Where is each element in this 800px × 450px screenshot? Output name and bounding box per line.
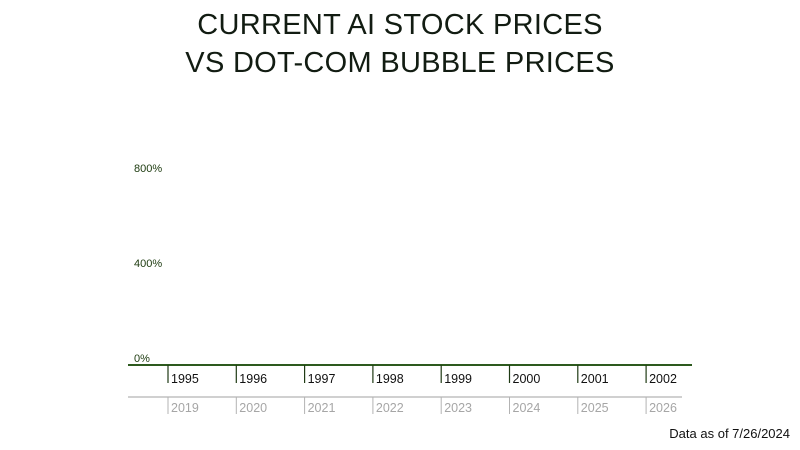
x-tick-label-1998: 1998 bbox=[376, 372, 404, 386]
chart-title: CURRENT AI STOCK PRICES VS DOT-COM BUBBL… bbox=[0, 6, 800, 82]
x2-tick-label-2025: 2025 bbox=[581, 401, 609, 415]
x-tick-label-2000: 2000 bbox=[513, 372, 541, 386]
x2-tick-label-2023: 2023 bbox=[444, 401, 472, 415]
x-tick-label-2001: 2001 bbox=[581, 372, 609, 386]
x-tick-label-1999: 1999 bbox=[444, 372, 472, 386]
x2-tick-label-2019: 2019 bbox=[171, 401, 199, 415]
data-date-note: Data as of 7/26/2024 bbox=[669, 426, 790, 441]
chart-title-line-1: CURRENT AI STOCK PRICES bbox=[197, 9, 603, 41]
x2-tick-label-2020: 2020 bbox=[239, 401, 267, 415]
x2-tick-label-2026: 2026 bbox=[649, 401, 677, 415]
y-tick-label-800: 800% bbox=[134, 163, 162, 175]
x-tick-label-1997: 1997 bbox=[308, 372, 336, 386]
x-tick-label-1995: 1995 bbox=[171, 372, 199, 386]
x2-tick-label-2022: 2022 bbox=[376, 401, 404, 415]
y-tick-label-0: 0% bbox=[134, 353, 150, 365]
x-tick-label-2002: 2002 bbox=[649, 372, 677, 386]
y-tick-label-400: 400% bbox=[134, 258, 162, 270]
x-tick-label-1996: 1996 bbox=[239, 372, 267, 386]
x2-tick-label-2024: 2024 bbox=[513, 401, 541, 415]
x2-tick-label-2021: 2021 bbox=[308, 401, 336, 415]
chart-title-line-2: VS DOT-COM BUBBLE PRICES bbox=[185, 47, 615, 79]
